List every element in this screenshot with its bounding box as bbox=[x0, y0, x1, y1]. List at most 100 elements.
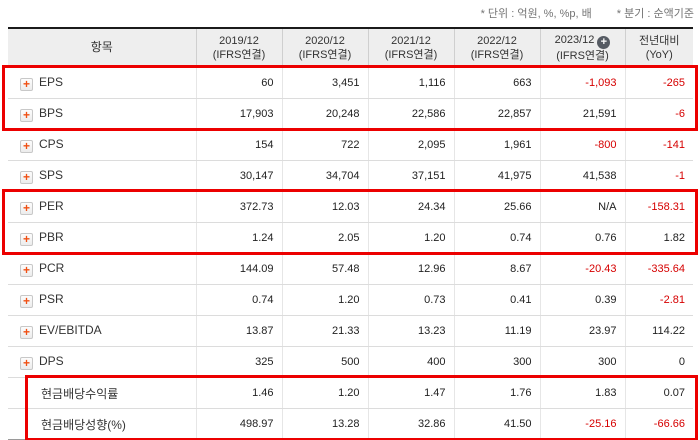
value-cell: 2,095 bbox=[367, 129, 454, 161]
row-label-cell: 현금배당성향(%) bbox=[8, 408, 196, 440]
expand-row-icon[interactable]: + bbox=[20, 295, 33, 308]
row-label: EPS bbox=[39, 75, 64, 89]
value-cell: 17,903 bbox=[195, 98, 282, 130]
value-cell: 24.34 bbox=[367, 191, 454, 223]
financial-ratio-table: 항목 2019/12 (IFRS연결) 2020/12 (IFRS연결) 2021/12… bbox=[8, 27, 693, 440]
row-label-cell: + PSR bbox=[8, 284, 196, 316]
value-cell: 663 bbox=[453, 67, 540, 99]
value-cell: 1.24 bbox=[195, 222, 282, 254]
add-column-button[interactable]: + bbox=[597, 35, 611, 49]
value-cell: -1,093 bbox=[539, 67, 625, 99]
table-notes: * 단위 : 억원, %, %p, 배 * 분기 : 순액기준 bbox=[459, 5, 694, 21]
expand-row-icon[interactable]: + bbox=[20, 357, 33, 370]
column-standard-label: (IFRS연결) bbox=[384, 49, 438, 61]
value-cell: -6 bbox=[624, 98, 693, 130]
table-row: + EPS 60 3,451 1,116 663 -1,093 -265 bbox=[8, 67, 693, 99]
expand-row-icon[interactable]: + bbox=[20, 233, 33, 246]
row-label-cell: + EPS bbox=[8, 67, 196, 99]
value-cell: 500 bbox=[281, 346, 368, 378]
table-row: + SPS 30,147 34,704 37,151 41,975 41,538 -1 bbox=[8, 160, 693, 192]
row-label-cell: + SPS bbox=[8, 160, 196, 192]
column-period-label: 2022/12 bbox=[477, 34, 517, 47]
row-label: EV/EBITDA bbox=[39, 323, 102, 337]
value-cell: 21.33 bbox=[281, 315, 368, 347]
table-row: + PBR 1.24 2.05 1.20 0.74 0.76 1.82 bbox=[8, 222, 693, 254]
value-cell: 12.03 bbox=[281, 191, 368, 223]
value-cell: 0.76 bbox=[539, 222, 625, 254]
row-label: CPS bbox=[39, 137, 64, 151]
row-label: SPS bbox=[39, 168, 64, 182]
table-row: 현금배당성향(%) 498.97 13.28 32.86 41.50 -25.16 -66.… bbox=[8, 408, 693, 440]
value-cell: -141 bbox=[624, 129, 693, 161]
row-label-cell: + DPS bbox=[8, 346, 196, 378]
expand-row-icon[interactable]: + bbox=[20, 202, 33, 215]
value-cell: 1.82 bbox=[624, 222, 693, 254]
expand-row-icon[interactable]: + bbox=[20, 326, 33, 339]
value-cell: 8.67 bbox=[453, 253, 540, 285]
column-standard-label: (IFRS연결) bbox=[556, 49, 609, 62]
value-cell: -800 bbox=[539, 129, 625, 161]
column-header-2020-12: 2020/12 (IFRS연결) bbox=[281, 27, 368, 68]
value-cell: 41.50 bbox=[453, 408, 540, 440]
value-cell: 1.20 bbox=[281, 284, 368, 316]
column-header-전년대비: 전년대비 (YoY) bbox=[624, 27, 693, 68]
table-row: 현금배당수익률 1.46 1.20 1.47 1.76 1.83 0.07 bbox=[8, 377, 693, 409]
value-cell: 0.74 bbox=[453, 222, 540, 254]
table-row: + DPS 325 500 400 300 300 0 bbox=[8, 346, 693, 378]
value-cell: 20,248 bbox=[281, 98, 368, 130]
value-cell: 498.97 bbox=[195, 408, 282, 440]
row-label-cell: + PBR bbox=[8, 222, 196, 254]
column-header-2022-12: 2022/12 (IFRS연결) bbox=[453, 27, 540, 68]
value-cell: 154 bbox=[195, 129, 282, 161]
column-period-label: 전년대비 bbox=[639, 34, 680, 47]
value-cell: 1.46 bbox=[195, 377, 282, 409]
row-label-cell: + PER bbox=[8, 191, 196, 223]
column-header-2019-12: 2019/12 (IFRS연결) bbox=[195, 27, 282, 68]
value-cell: 41,538 bbox=[539, 160, 625, 192]
table-row: + PSR 0.74 1.20 0.73 0.41 0.39 -2.81 bbox=[8, 284, 693, 316]
value-cell: 3,451 bbox=[281, 67, 368, 99]
value-cell: -2.81 bbox=[624, 284, 693, 316]
row-label-cell: + BPS bbox=[8, 98, 196, 130]
basis-note: * 분기 : 순액기준 bbox=[616, 8, 694, 20]
row-label: PSR bbox=[39, 292, 64, 306]
row-label: PCR bbox=[39, 261, 65, 275]
table-row: + CPS 154 722 2,095 1,961 -800 -141 bbox=[8, 129, 693, 161]
row-label-cell: + CPS bbox=[8, 129, 196, 161]
value-cell: 32.86 bbox=[367, 408, 454, 440]
value-cell: 37,151 bbox=[367, 160, 454, 192]
value-cell: 13.23 bbox=[367, 315, 454, 347]
column-standard-label: (IFRS연결) bbox=[212, 49, 266, 61]
expand-row-icon[interactable]: + bbox=[20, 171, 33, 184]
value-cell: 11.19 bbox=[453, 315, 540, 347]
header-row: 항목 2019/12 (IFRS연결) 2020/12 (IFRS연결) 2021/12… bbox=[8, 27, 693, 68]
table-row: + PER 372.73 12.03 24.34 25.66 N/A -158.31 bbox=[8, 191, 693, 223]
value-cell: 1,961 bbox=[453, 129, 540, 161]
column-header-2023-12: 2023/12 + (IFRS연결) bbox=[539, 27, 625, 68]
value-cell: 34,704 bbox=[281, 160, 368, 192]
value-cell: 1.76 bbox=[453, 377, 540, 409]
row-label-cell: 현금배당수익률 bbox=[8, 377, 196, 409]
value-cell: 1.20 bbox=[367, 222, 454, 254]
value-cell: 57.48 bbox=[281, 253, 368, 285]
expand-row-icon[interactable]: + bbox=[20, 140, 33, 153]
value-cell: 400 bbox=[367, 346, 454, 378]
value-cell: 22,586 bbox=[367, 98, 454, 130]
value-cell: -20.43 bbox=[539, 253, 625, 285]
expand-row-icon[interactable]: + bbox=[20, 264, 33, 277]
expand-row-icon[interactable]: + bbox=[20, 78, 33, 91]
value-cell: 372.73 bbox=[195, 191, 282, 223]
value-cell: 0.73 bbox=[367, 284, 454, 316]
value-cell: -66.66 bbox=[624, 408, 693, 440]
value-cell: 12.96 bbox=[367, 253, 454, 285]
value-cell: 22,857 bbox=[453, 98, 540, 130]
value-cell: -25.16 bbox=[539, 408, 625, 440]
value-cell: 1.20 bbox=[281, 377, 368, 409]
row-label: 현금배당수익률 bbox=[41, 386, 119, 401]
value-cell: 0.39 bbox=[539, 284, 625, 316]
table-row: + EV/EBITDA 13.87 21.33 13.23 11.19 23.97 114.2… bbox=[8, 315, 693, 347]
value-cell: 41,975 bbox=[453, 160, 540, 192]
expand-row-icon[interactable]: + bbox=[20, 109, 33, 122]
value-cell: -158.31 bbox=[624, 191, 693, 223]
value-cell: 300 bbox=[539, 346, 625, 378]
